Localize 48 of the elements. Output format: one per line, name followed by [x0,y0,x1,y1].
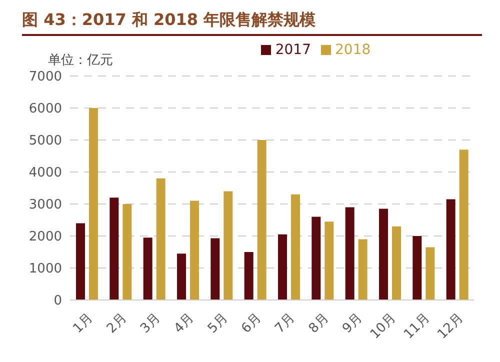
bar [278,234,287,300]
bar [122,204,132,300]
bar [156,178,166,300]
y-tick-label: 7000 [28,70,62,85]
x-tick-label: 3月 [138,310,164,336]
x-tick-label: 6月 [238,310,265,336]
x-tick-label: 1月 [70,310,96,336]
bar [210,238,220,300]
bar [76,223,85,300]
y-tick-label: 2000 [28,230,62,245]
bar [392,226,401,300]
bar [312,216,321,300]
x-tick-label: 5月 [205,310,231,336]
bar [110,198,119,300]
x-tick-label: 2月 [104,310,130,336]
bar [177,254,186,300]
bar [224,191,233,300]
bar [291,194,300,300]
x-tick-label: 8月 [306,310,332,336]
bar [244,252,254,300]
x-tick-label: 12月 [435,310,467,342]
bar [446,199,456,300]
bar [358,239,368,300]
chart-title: 图 43：2017 和 2018 年限售解禁规模 [21,9,317,31]
legend-label: 2017 [275,42,311,58]
x-tick-label: 7月 [272,310,298,336]
x-tick-label: 9月 [340,310,366,336]
y-axis-title: 单位：亿元 [48,52,113,69]
x-tick-label: 10月 [368,310,400,342]
bar [89,108,98,300]
bar [379,208,388,300]
x-tick-label: 11月 [401,310,433,342]
bar [426,247,435,300]
y-tick-label: 4000 [28,166,62,181]
y-tick-label: 6000 [28,102,62,117]
bar [257,140,266,300]
bar [412,236,422,300]
bar [459,150,468,300]
legend-label: 2018 [335,42,371,58]
y-tick-label: 3000 [28,198,62,213]
bar [143,238,152,300]
y-tick-label: 1000 [28,262,62,277]
bar [190,200,199,300]
y-tick-label: 0 [54,294,62,309]
x-tick-label: 4月 [172,310,198,336]
bar [345,207,354,300]
bar [324,222,334,300]
y-tick-label: 5000 [28,134,62,149]
